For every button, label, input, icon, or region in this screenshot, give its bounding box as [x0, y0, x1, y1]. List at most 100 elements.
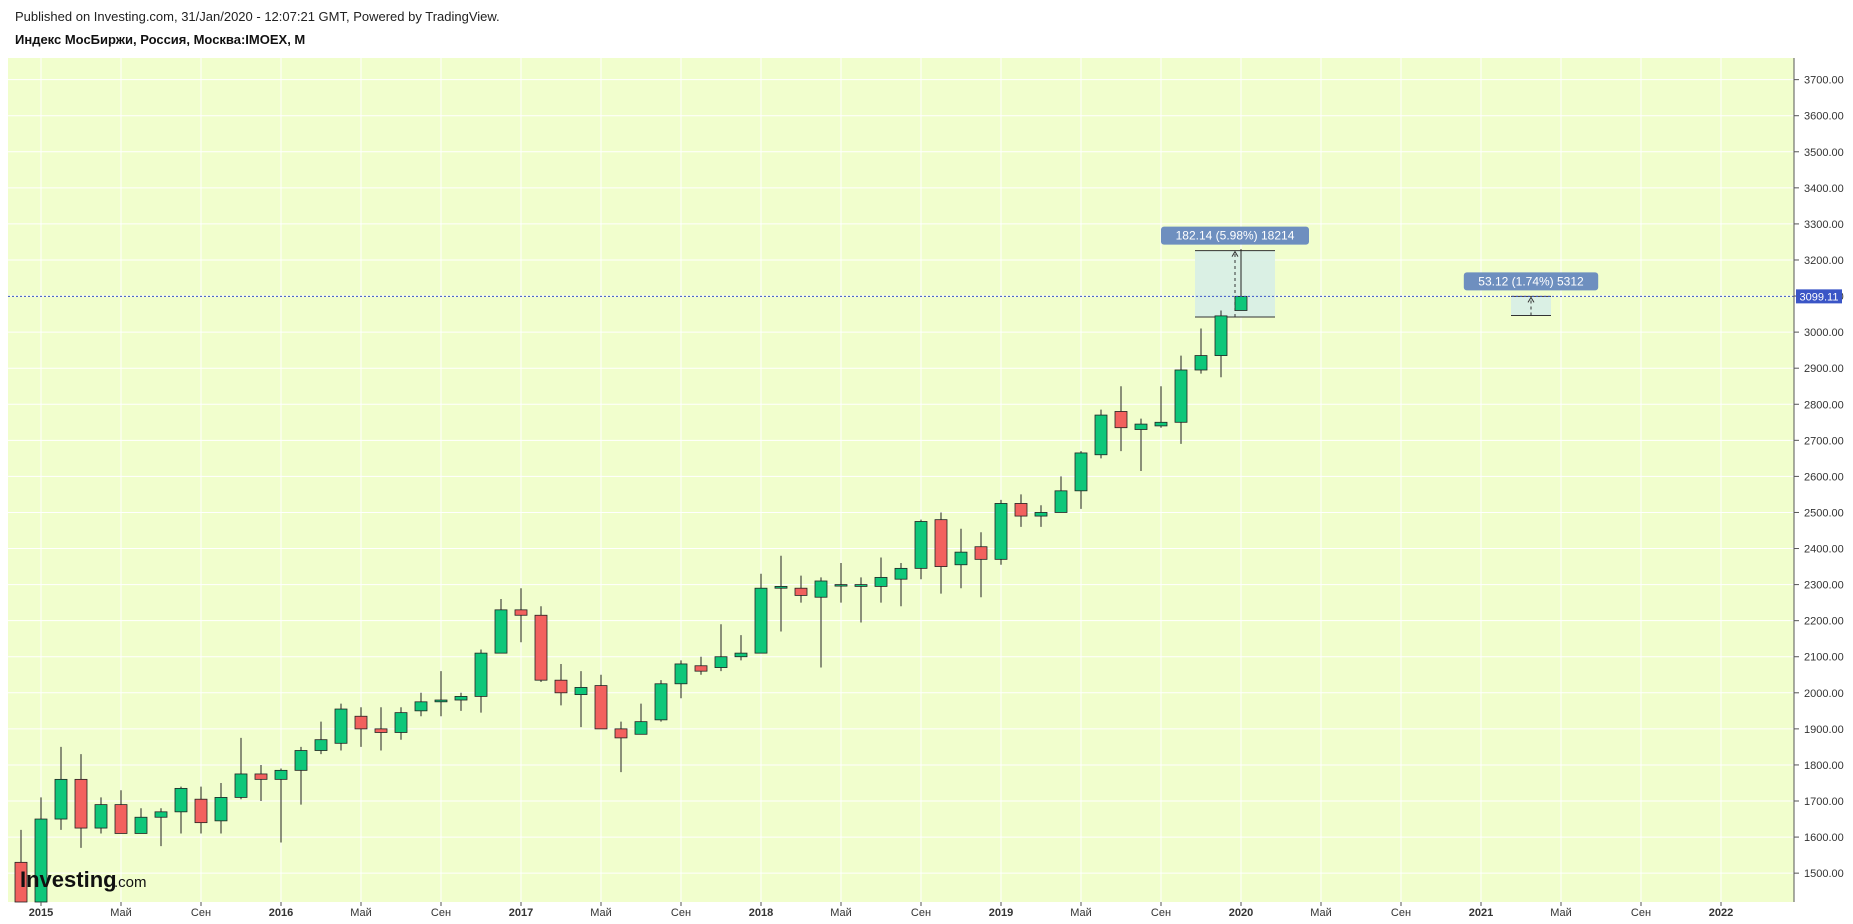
- candle-body: [614, 728, 628, 739]
- candle-body: [154, 811, 168, 818]
- candle-body: [74, 778, 88, 829]
- candle: [974, 532, 988, 598]
- candle: [654, 680, 668, 722]
- x-tick-label: Май: [350, 907, 372, 919]
- x-tick-label: Май: [1310, 907, 1332, 919]
- y-tick-label: 2000.00: [1804, 688, 1844, 700]
- investing-logo: Investing .com: [20, 867, 147, 892]
- candle: [734, 635, 748, 661]
- candle: [474, 649, 488, 713]
- candle: [1174, 355, 1188, 444]
- candle-body: [414, 701, 428, 712]
- candle-body: [834, 584, 848, 587]
- candle: [874, 557, 888, 603]
- candle-body: [714, 656, 728, 668]
- x-tick-label: Май: [590, 907, 612, 919]
- candle-body: [294, 750, 308, 771]
- candle-body: [494, 609, 508, 654]
- measure-area: [1511, 296, 1551, 316]
- price-axis[interactable]: 1500.00 1600.00 1700.00 1800.00 1900.00 2000.…: [1794, 75, 1844, 881]
- candle-body: [634, 721, 648, 735]
- candle: [774, 555, 788, 632]
- candle-body: [754, 587, 768, 654]
- candle-body: [1014, 503, 1028, 517]
- measure-tools[interactable]: 182.14 (5.98%) 18214 53.12 (1.74%) 5312: [1161, 226, 1599, 318]
- candle: [714, 624, 728, 672]
- candle: [214, 782, 228, 834]
- measure-tool[interactable]: 53.12 (1.74%) 5312: [1463, 272, 1599, 317]
- candle-body: [854, 584, 868, 587]
- y-tick-label: 1700.00: [1804, 796, 1844, 808]
- y-tick-label: 2700.00: [1804, 435, 1844, 447]
- candle: [234, 737, 248, 800]
- candle-body: [394, 712, 408, 733]
- candle: [1114, 386, 1128, 452]
- candle: [1034, 505, 1048, 527]
- candle-body: [674, 663, 688, 685]
- current-price-label: 3099.11: [1796, 289, 1842, 304]
- candle-body: [694, 665, 708, 672]
- candle: [594, 674, 608, 730]
- candle: [794, 575, 808, 603]
- candle-body: [274, 769, 288, 780]
- candle: [374, 707, 388, 751]
- candle-body: [994, 503, 1008, 560]
- candle-body: [574, 686, 588, 696]
- y-tick-label: 1500.00: [1804, 868, 1844, 880]
- candle: [294, 746, 308, 805]
- candle: [174, 786, 188, 834]
- candle-body: [774, 586, 788, 589]
- candle-body: [974, 546, 988, 560]
- candle: [114, 790, 128, 834]
- published-info: Published on Investing.com, 31/Jan/2020 …: [15, 9, 500, 24]
- y-tick-label: 2600.00: [1804, 471, 1844, 483]
- measure-tool[interactable]: 182.14 (5.98%) 18214: [1161, 226, 1309, 318]
- candle-body: [194, 798, 208, 824]
- candle: [1154, 386, 1168, 428]
- time-axis[interactable]: 2015 Май Сен 2016 Май Сен 2017 Май Сен 2018 Май Сен…: [29, 902, 1733, 919]
- candle-body: [374, 728, 388, 733]
- candle: [674, 660, 688, 699]
- candle: [1234, 249, 1248, 311]
- y-tick-label: 1800.00: [1804, 760, 1844, 772]
- y-tick-label: 3400.00: [1804, 183, 1844, 195]
- y-tick-label: 2400.00: [1804, 544, 1844, 556]
- candle: [454, 692, 468, 711]
- candle-body: [254, 773, 268, 780]
- candle: [934, 512, 948, 594]
- logo-suffix: .com: [114, 874, 147, 891]
- candle: [834, 562, 848, 603]
- candle-body: [1134, 423, 1148, 430]
- x-tick-label: Май: [830, 907, 852, 919]
- candle-body: [454, 696, 468, 701]
- candle: [534, 606, 548, 682]
- candle-body: [1214, 315, 1228, 356]
- y-tick-label: 2900.00: [1804, 363, 1844, 375]
- candle: [394, 707, 408, 740]
- candle-body: [354, 715, 368, 730]
- y-tick-label: 3200.00: [1804, 255, 1844, 267]
- candle: [894, 562, 908, 607]
- candle: [494, 599, 508, 654]
- y-tick-label: 2300.00: [1804, 580, 1844, 592]
- x-tick-label: Май: [1550, 907, 1572, 919]
- candle-body: [654, 683, 668, 721]
- x-tick-label: Сен: [191, 907, 211, 919]
- candle: [1134, 418, 1148, 471]
- candle: [614, 721, 628, 773]
- candle: [354, 707, 368, 747]
- x-tick-label: 2020: [1229, 907, 1253, 919]
- candle-body: [1194, 355, 1208, 371]
- candle-body: [1074, 452, 1088, 492]
- y-tick-label: 3600.00: [1804, 111, 1844, 123]
- measure-arrow-head: [1527, 296, 1535, 303]
- candle: [634, 703, 648, 735]
- candle: [1074, 451, 1088, 509]
- y-tick-label: 3300.00: [1804, 219, 1844, 231]
- candle-body: [1034, 512, 1048, 517]
- candle: [1214, 310, 1228, 378]
- candle-body: [214, 797, 228, 822]
- x-tick-label: 2022: [1709, 907, 1733, 919]
- candle-body: [234, 773, 248, 798]
